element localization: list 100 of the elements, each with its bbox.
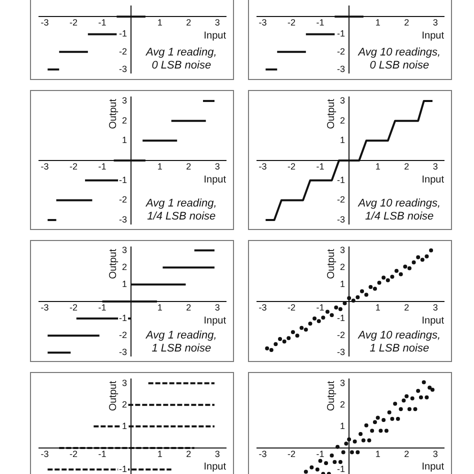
x-tick-label: 1 xyxy=(157,161,162,172)
y-tick-label: -1 xyxy=(337,174,346,185)
y-tick-label: 1 xyxy=(340,420,346,431)
x-tick-label: -3 xyxy=(40,17,49,28)
annotation: Avg 1 reading, xyxy=(145,46,217,59)
y-tick-label: 2 xyxy=(340,262,346,272)
x-tick-label: 3 xyxy=(432,302,438,312)
x-tick-label: -3 xyxy=(258,17,267,28)
x-tick-label: -2 xyxy=(70,448,78,459)
annotation: 1/4 LSB noise xyxy=(147,210,216,223)
y-axis-title: Output xyxy=(326,380,337,412)
x-tick-label: 2 xyxy=(404,448,410,459)
annotation: Avg 1 reading, xyxy=(145,198,217,210)
x-tick-label: -1 xyxy=(316,161,324,172)
x-tick-label: 2 xyxy=(404,17,410,28)
x-tick-label: 1 xyxy=(157,448,162,459)
x-axis-title: Input xyxy=(204,174,226,186)
x-tick-label: 1 xyxy=(157,302,162,312)
y-tick-label: 1 xyxy=(122,135,128,146)
x-tick-label: 2 xyxy=(404,161,410,172)
y-tick-label: 1 xyxy=(340,278,346,289)
x-tick-label: 2 xyxy=(186,161,192,172)
y-tick-label: -1 xyxy=(119,464,128,474)
x-tick-label: -2 xyxy=(288,161,296,172)
annotation: Avg 10 readings, xyxy=(357,198,441,210)
y-tick-label: -3 xyxy=(119,64,128,74)
y-tick-label: -1 xyxy=(337,464,346,474)
x-tick-label: 3 xyxy=(432,161,438,172)
y-tick-label: 2 xyxy=(340,399,346,410)
x-tick-label: 1 xyxy=(375,302,380,312)
y-tick-label: 2 xyxy=(122,262,128,272)
x-tick-label: 3 xyxy=(214,17,220,28)
y-tick-label: -1 xyxy=(119,174,128,185)
annotation: Avg 10 readings, xyxy=(357,46,441,59)
x-tick-label: -2 xyxy=(70,17,78,28)
x-tick-label: 2 xyxy=(186,302,192,312)
x-tick-label: -2 xyxy=(288,448,296,459)
y-tick-label: -3 xyxy=(337,347,346,358)
x-tick-label: -1 xyxy=(316,302,324,312)
y-tick-label: 3 xyxy=(340,378,346,388)
x-tick-label: -2 xyxy=(288,302,296,312)
x-tick-label: -2 xyxy=(70,302,78,312)
y-axis-title: Output xyxy=(326,98,337,130)
x-tick-label: -1 xyxy=(316,448,324,459)
x-tick-label: 3 xyxy=(432,17,438,28)
x-tick-label: 2 xyxy=(404,302,410,312)
x-tick-label: 1 xyxy=(157,17,162,28)
annotation: 1/4 LSB noise xyxy=(365,210,434,223)
x-tick-label: -3 xyxy=(258,448,267,459)
x-tick-label: 1 xyxy=(375,448,380,459)
x-tick-label: -3 xyxy=(40,448,49,459)
y-tick-label: -1 xyxy=(119,313,128,324)
x-tick-label: 3 xyxy=(432,448,438,459)
x-tick-label: -1 xyxy=(316,17,324,28)
y-tick-label: -2 xyxy=(337,46,346,56)
y-axis-title: Output xyxy=(108,248,119,280)
annotation: Avg 10 readings, xyxy=(357,330,441,342)
y-tick-label: -2 xyxy=(337,330,346,340)
y-tick-label: -2 xyxy=(119,194,128,205)
y-tick-label: -2 xyxy=(119,46,128,56)
y-tick-label: -3 xyxy=(337,214,346,225)
y-tick-label: -2 xyxy=(119,330,128,340)
x-tick-label: -1 xyxy=(98,448,106,459)
x-axis-title: Input xyxy=(422,174,444,186)
y-tick-label: 1 xyxy=(122,278,128,289)
y-tick-label: 1 xyxy=(340,135,346,146)
y-tick-label: -2 xyxy=(337,194,346,205)
y-tick-label: -1 xyxy=(119,28,128,39)
x-tick-label: -1 xyxy=(98,17,106,28)
y-axis-title: Output xyxy=(326,248,337,280)
y-axis-title: Output xyxy=(108,380,119,412)
x-tick-label: 2 xyxy=(186,448,192,459)
x-tick-label: -3 xyxy=(258,161,267,172)
y-tick-label: 2 xyxy=(340,115,346,126)
x-axis-title: Input xyxy=(204,462,226,473)
y-tick-label: -3 xyxy=(119,214,128,225)
x-tick-label: 3 xyxy=(214,448,220,459)
y-tick-label: 3 xyxy=(122,95,128,106)
y-tick-label: -1 xyxy=(337,28,346,39)
y-tick-label: 2 xyxy=(122,115,128,126)
y-tick-label: 3 xyxy=(122,244,128,255)
x-tick-label: 3 xyxy=(214,161,220,172)
annotation: 0 LSB noise xyxy=(370,60,430,72)
x-tick-label: -1 xyxy=(98,161,106,172)
y-tick-label: 3 xyxy=(340,244,346,255)
x-axis-title: Input xyxy=(422,462,444,473)
y-axis-title: Output xyxy=(108,98,119,130)
x-tick-label: 1 xyxy=(375,17,380,28)
annotation: 1 LSB noise xyxy=(152,342,212,355)
y-tick-label: 1 xyxy=(122,420,128,431)
annotation: Avg 1 reading, xyxy=(145,330,217,342)
x-tick-label: -1 xyxy=(98,302,106,312)
x-tick-label: 3 xyxy=(214,302,220,312)
x-axis-title: Input xyxy=(422,315,444,326)
x-axis-title: Input xyxy=(204,30,226,42)
x-axis-title: Input xyxy=(422,30,444,42)
annotation: 1 LSB noise xyxy=(370,342,430,355)
y-tick-label: -3 xyxy=(119,347,128,358)
x-tick-label: -3 xyxy=(258,302,267,312)
x-tick-label: -3 xyxy=(40,161,49,172)
